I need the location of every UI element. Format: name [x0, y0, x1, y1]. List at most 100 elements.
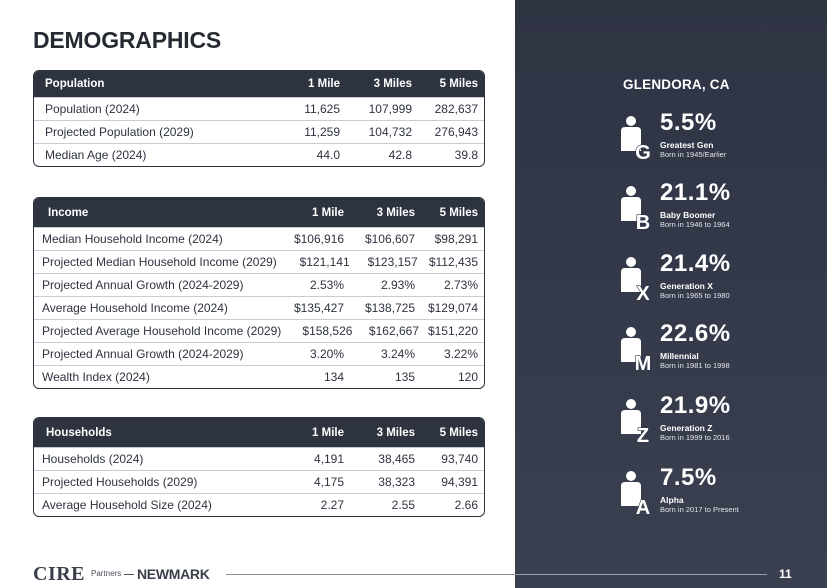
header-3-miles: 3 Miles: [373, 78, 412, 90]
header-1-mile: 1 Mile: [312, 426, 344, 439]
cell-3-miles: 38,323: [378, 475, 415, 489]
header-label: Income: [48, 206, 89, 219]
cell-5-miles: 276,943: [434, 125, 478, 139]
row-label: Median Household Income (2024): [42, 232, 223, 246]
generation-born: Born in 1999 to 2016: [660, 433, 730, 442]
table-header: Population 1 Mile 3 Miles 5 Miles: [34, 71, 484, 97]
location-title: GLENDORA, CA: [623, 77, 730, 92]
population-table: Population 1 Mile 3 Miles 5 Miles Popula…: [33, 70, 485, 167]
cell-3-miles: 2.55: [391, 498, 415, 512]
generation-letter: A: [636, 497, 650, 518]
cell-5-miles: 39.8: [454, 148, 478, 162]
table-row: Projected Average Household Income (2029…: [34, 319, 484, 342]
person-icon: X: [621, 257, 651, 304]
generation-alpha: A 7.5% Alpha Born in 2017 to Present: [615, 464, 815, 520]
row-label: Projected Annual Growth (2024-2029): [42, 278, 244, 292]
header-3-miles: 3 Miles: [376, 206, 415, 219]
table-row: Projected Households (2029) 4,175 38,323…: [34, 470, 484, 493]
cell-3-miles: 2.93%: [380, 278, 415, 292]
generation-percent: 22.6%: [660, 320, 731, 347]
generation-letter: X: [636, 283, 650, 304]
cell-1-mile: 3.20%: [309, 347, 344, 361]
generation-letter: Z: [637, 425, 649, 446]
cell-3-miles: 107,999: [368, 102, 412, 116]
cell-1-mile: 11,625: [304, 102, 340, 116]
partners-label: Partners: [91, 569, 122, 578]
cell-1-mile: $106,916: [293, 232, 344, 246]
generation-born: Born in 1965 to 1980: [660, 291, 730, 300]
cell-3-miles: 3.24%: [380, 347, 415, 361]
table-row: Median Age (2024) 44.0 42.8 39.8: [34, 143, 484, 166]
cell-1-mile: 4,191: [313, 452, 344, 466]
generation-percent: 5.5%: [660, 109, 717, 136]
cell-1-mile: 44.0: [316, 148, 340, 162]
table-row: Wealth Index (2024) 134 135 120: [34, 365, 484, 388]
cell-3-miles: 135: [394, 370, 415, 384]
generation-born: Born in 1946 to 1964: [660, 220, 730, 229]
table-row: Households (2024) 4,191 38,465 93,740: [34, 447, 484, 470]
generation-x: X 21.4% Generation X Born in 1965 to 198…: [615, 250, 815, 306]
table-row: Projected Annual Growth (2024-2029) 3.20…: [34, 342, 484, 365]
cell-1-mile: 4,175: [313, 475, 344, 489]
logo-divider: [124, 574, 134, 575]
cell-3-miles: 38,465: [378, 452, 415, 466]
newmark-logo: NEWMARK: [137, 566, 210, 582]
cell-3-miles: $162,667: [368, 324, 419, 338]
person-icon: A: [621, 471, 651, 518]
header-5-miles: 5 Miles: [439, 206, 478, 219]
row-label: Average Household Income (2024): [42, 301, 228, 315]
cell-5-miles: 2.73%: [443, 278, 478, 292]
row-label: Households (2024): [42, 452, 144, 466]
cell-5-miles: 3.22%: [443, 347, 478, 361]
generation-millennial: M 22.6% Millennial Born in 1981 to 1998: [615, 320, 815, 376]
header-label: Population: [45, 78, 105, 90]
table-header: Income 1 Mile 3 Miles 5 Miles: [34, 198, 484, 227]
row-label: Projected Annual Growth (2024-2029): [42, 347, 244, 361]
generation-greatest: G 5.5% Greatest Gen Born in 1945/Earlier: [615, 109, 815, 165]
generation-born: Born in 1981 to 1998: [660, 361, 730, 370]
page-number: 11: [779, 567, 792, 581]
generation-percent: 7.5%: [660, 464, 717, 491]
cell-1-mile: 134: [323, 370, 344, 384]
table-row: Average Household Income (2024) $135,427…: [34, 296, 484, 319]
generation-name: Greatest Gen: [660, 140, 714, 150]
generation-born: Born in 2017 to Present: [660, 505, 739, 514]
person-icon: Z: [621, 399, 650, 446]
generation-percent: 21.4%: [660, 250, 731, 277]
row-label: Projected Population (2029): [45, 125, 194, 139]
cell-5-miles: 120: [457, 370, 478, 384]
generation-name: Millennial: [660, 351, 699, 361]
person-icon: G: [621, 116, 651, 163]
table-row: Projected Population (2029) 11,259 104,7…: [34, 120, 484, 143]
generation-born: Born in 1945/Earlier: [660, 150, 727, 159]
generation-name: Alpha: [660, 495, 684, 505]
header-3-miles: 3 Miles: [376, 426, 415, 439]
generation-name: Generation X: [660, 281, 713, 291]
generation-percent: 21.1%: [660, 179, 731, 206]
cell-5-miles: $112,435: [428, 255, 478, 269]
cell-1-mile: 2.53%: [309, 278, 344, 292]
cell-3-miles: $123,157: [367, 255, 418, 269]
cell-5-miles: 94,391: [441, 475, 478, 489]
header-1-mile: 1 Mile: [308, 78, 340, 90]
cell-5-miles: $151,220: [427, 324, 478, 338]
cell-1-mile: 11,259: [304, 125, 340, 139]
cell-1-mile: $135,427: [293, 301, 344, 315]
row-label: Projected Households (2029): [42, 475, 198, 489]
cell-1-mile: 2.27: [320, 498, 344, 512]
row-label: Wealth Index (2024): [42, 370, 150, 384]
cell-5-miles: $98,291: [434, 232, 478, 246]
households-table: Households 1 Mile 3 Miles 5 Miles Househ…: [33, 417, 485, 517]
row-label: Projected Average Household Income (2029…: [42, 324, 282, 338]
header-5-miles: 5 Miles: [439, 78, 478, 90]
table-header: Households 1 Mile 3 Miles 5 Miles: [34, 418, 484, 447]
header-1-mile: 1 Mile: [312, 206, 344, 219]
cell-5-miles: 282,637: [434, 102, 478, 116]
generation-letter: B: [636, 212, 650, 233]
generation-boomer: B 21.1% Baby Boomer Born in 1946 to 1964: [615, 179, 815, 235]
table-row: Projected Median Household Income (2029)…: [34, 250, 484, 273]
footer-rule-left: [226, 574, 515, 575]
person-icon: M: [621, 327, 652, 374]
cell-3-miles: 42.8: [388, 148, 412, 162]
cell-5-miles: 93,740: [441, 452, 478, 466]
